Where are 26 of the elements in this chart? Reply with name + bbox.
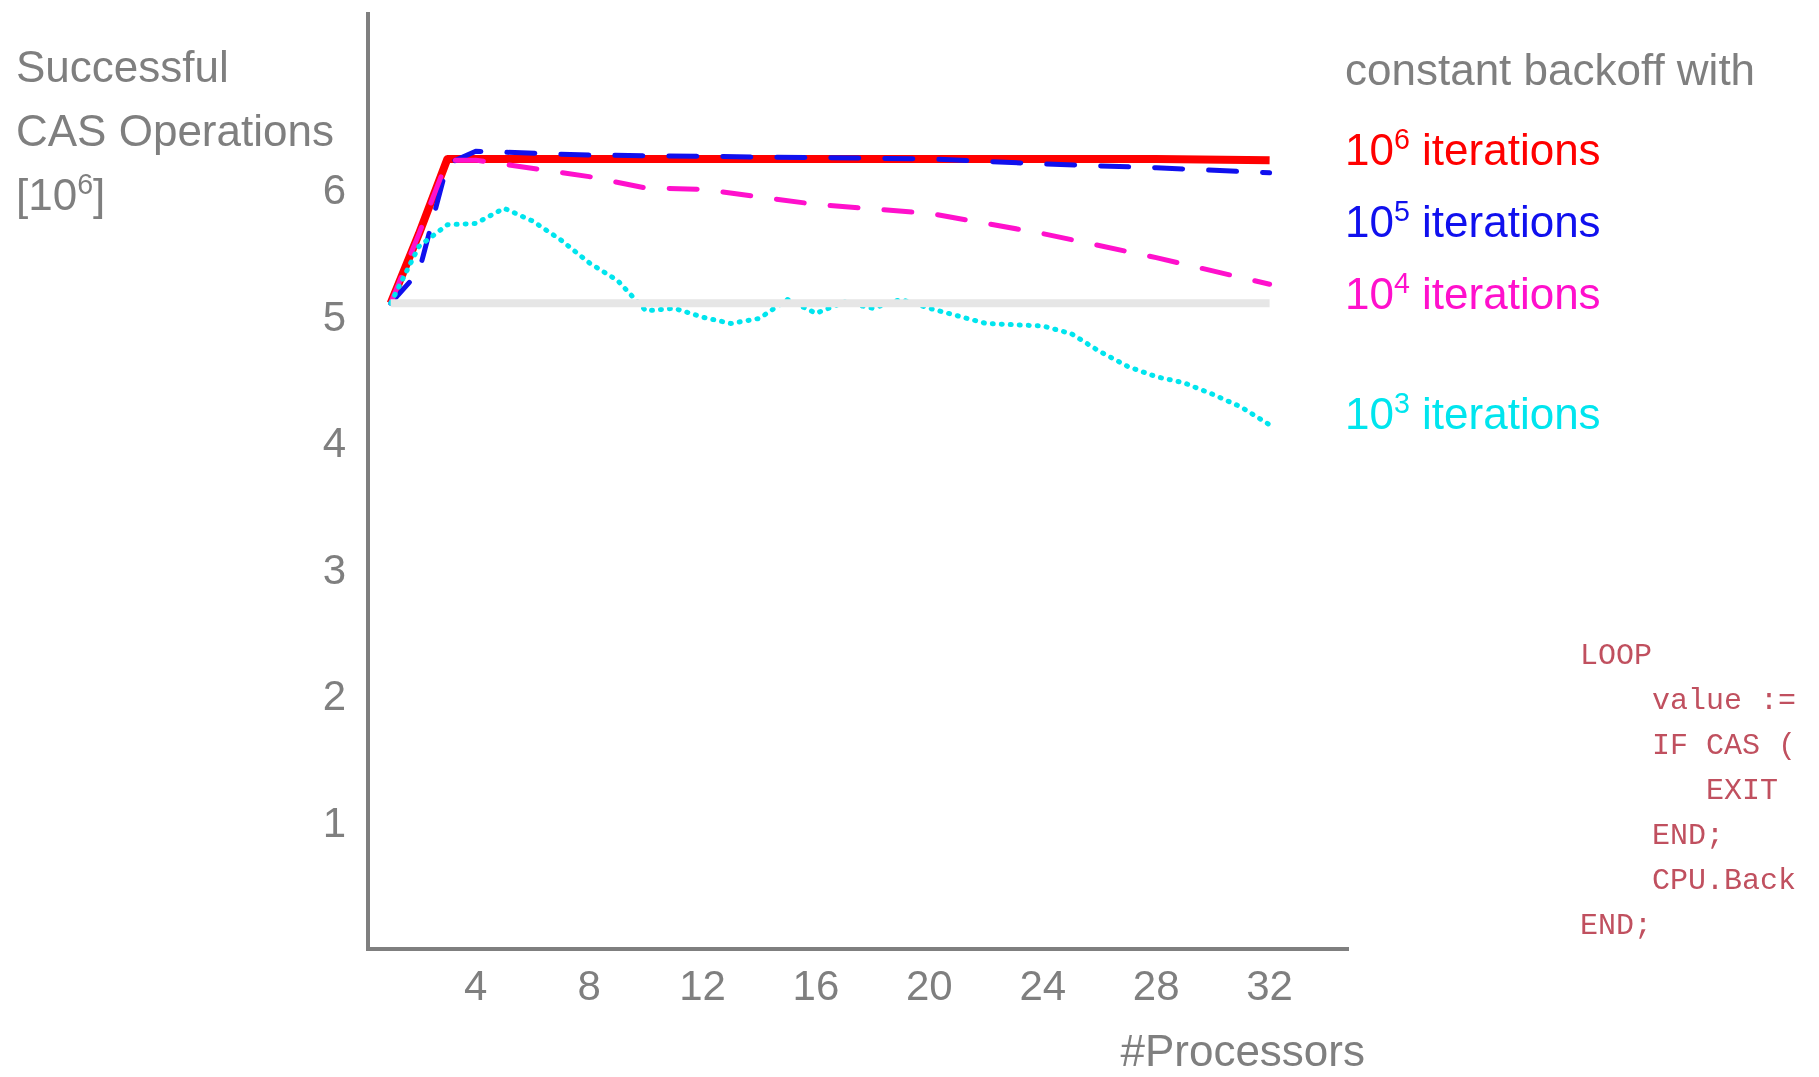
series-label: 10$^{4}$ iterations xyxy=(1345,267,1601,318)
text: END; xyxy=(1580,819,1725,853)
y-tick-label: 3 xyxy=(322,545,346,593)
series-label: 10$^{3}$ iterations xyxy=(1345,387,1601,438)
x-tick-label: 32 xyxy=(1246,962,1293,1009)
x-axis-title: #Processors xyxy=(1120,1026,1365,1075)
x-tick-label: 28 xyxy=(1132,962,1180,1009)
x-tick-label: 16 xyxy=(792,962,840,1009)
y-tick-label: 5 xyxy=(322,292,346,340)
text: EXIT xyxy=(1580,774,1779,808)
y-tick-label: 2 xyxy=(322,672,346,720)
series-label: 10$^{5}$ iterations xyxy=(1345,195,1601,246)
x-tick-label: 24 xyxy=(1019,962,1067,1009)
text: CPU.Back xyxy=(1580,864,1797,898)
text: IF CAS ( xyxy=(1580,729,1797,763)
x-tick-label: 8 xyxy=(577,962,601,1009)
text: END; xyxy=(1580,909,1653,943)
y-tick-label: 4 xyxy=(322,419,346,467)
x-tick-label: 4 xyxy=(464,962,488,1009)
legend-title: constant backoff with xyxy=(1345,45,1756,94)
y-tick-label: 1 xyxy=(322,799,346,847)
x-tick-label: 12 xyxy=(679,962,726,1009)
text: value := xyxy=(1580,684,1797,718)
series-label: 10$^{6}$ iterations xyxy=(1345,123,1601,174)
x-tick-label: 20 xyxy=(906,962,953,1009)
text: LOOP xyxy=(1580,639,1653,673)
